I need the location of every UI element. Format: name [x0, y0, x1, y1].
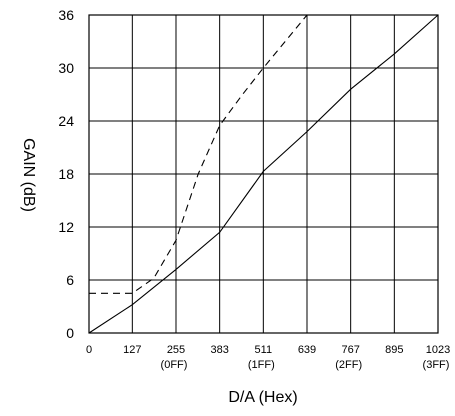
- y-tick-label: 0: [66, 325, 74, 341]
- series-line-solid: [88, 14, 439, 334]
- y-tick-label: 30: [58, 60, 74, 76]
- x-tick-label: 767: [341, 344, 359, 356]
- x-tick-sublabel: (1FF): [248, 359, 275, 371]
- x-tick-sublabel: (2FF): [335, 359, 362, 371]
- grid: [89, 15, 438, 333]
- y-tick-label: 6: [66, 272, 74, 288]
- series-line-dashed: [89, 14, 308, 294]
- tick-labels: 0 127 255 (0FF) 383 511 (1FF) 639 767 (2FF) 895 102…: [58, 7, 450, 371]
- plot-frame: [88, 14, 439, 334]
- x-tick-sublabel: (3FF): [423, 359, 450, 371]
- x-tick-label: 255: [167, 344, 185, 356]
- x-tick-label: 1023: [426, 344, 450, 356]
- x-tick-label: 511: [255, 344, 273, 356]
- y-axis-label: GAIN (dB): [20, 138, 37, 212]
- x-tick-label: 639: [298, 344, 316, 356]
- y-tick-label: 12: [58, 219, 74, 235]
- x-axis-label: D/A (Hex): [228, 389, 297, 406]
- y-tick-label: 36: [58, 7, 74, 23]
- y-tick-label: 18: [58, 166, 74, 182]
- series-layer: [88, 14, 439, 334]
- x-tick-label: 0: [86, 344, 92, 356]
- x-tick-label: 895: [385, 344, 403, 356]
- x-tick-label: 383: [210, 344, 228, 356]
- plot-border: [88, 14, 439, 334]
- x-tick-sublabel: (0FF): [161, 359, 188, 371]
- x-tick-label: 127: [123, 344, 141, 356]
- y-tick-label: 24: [58, 113, 74, 129]
